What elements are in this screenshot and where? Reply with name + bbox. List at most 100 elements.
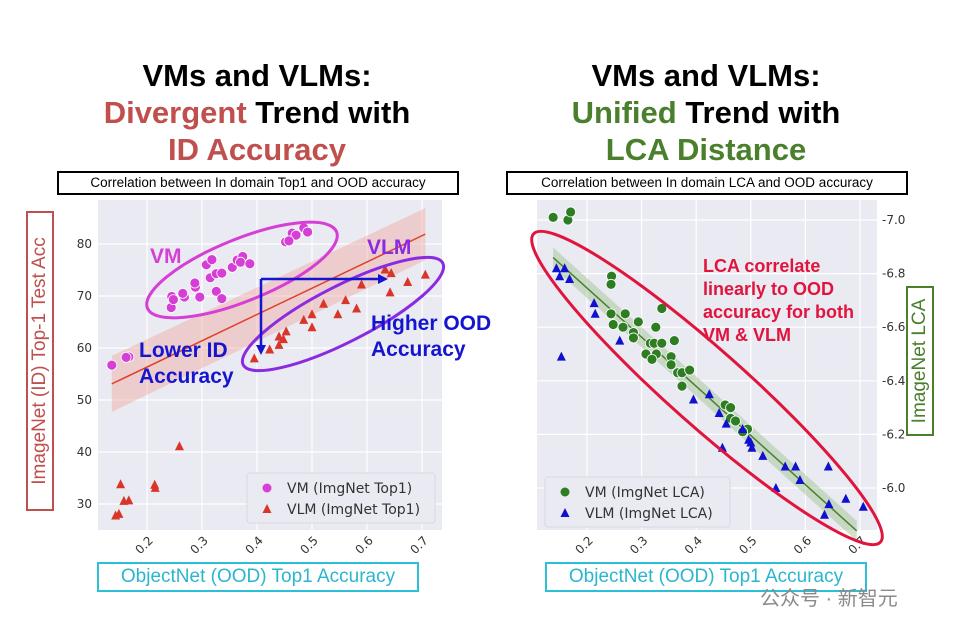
lower-id-accuracy-label: Accuracy	[139, 365, 234, 388]
left-vlm-point	[319, 298, 329, 308]
right-legend-label: VM (ImgNet LCA)	[585, 485, 705, 501]
higher-ood-accuracy-label: Higher OOD	[371, 312, 491, 335]
left-x-tick-label: 0.3	[187, 533, 210, 556]
left-vm-point	[120, 351, 132, 363]
right-vm-point	[547, 211, 559, 223]
right-y-tick-label: -6.4	[882, 374, 905, 388]
left-vlm-point	[281, 326, 291, 336]
vm-cluster-ellipse	[145, 220, 339, 320]
left-legend	[246, 472, 436, 524]
left-vm-point	[210, 285, 222, 297]
left-x-tick-label: 0.2	[132, 533, 155, 556]
lca-note-text: linearly to OOD	[703, 279, 834, 299]
left-vlm-point	[299, 314, 309, 324]
right-title-segment: VMs and VLMs:	[591, 58, 820, 93]
left-vlm-point	[150, 482, 160, 492]
right-vlm-point	[758, 450, 768, 460]
right-subtitle: Correlation between In domain LCA and OO…	[506, 171, 908, 195]
right-legend	[544, 476, 731, 528]
left-vlm-point	[278, 334, 288, 344]
right-x-tick-label: 0.2	[572, 533, 595, 556]
right-title-line: VMs and VLMs:	[591, 58, 820, 93]
right-y-tick-label: -6.8	[882, 267, 905, 281]
left-title-segment: Divergent	[104, 95, 247, 130]
left-vlm-point	[341, 295, 351, 305]
right-vlm-point	[858, 501, 868, 511]
left-vlm-point	[420, 269, 430, 279]
right-xlabel: ObjectNet (OOD) Top1 Accuracy	[545, 562, 867, 592]
correlation-ellipse	[530, 229, 884, 547]
arrow-head-right-icon	[378, 274, 388, 284]
right-regression-line	[552, 256, 858, 532]
right-vm-point	[628, 332, 639, 344]
vlm-label: VLM	[367, 236, 411, 259]
right-vm-point	[725, 402, 736, 414]
left-vlm-point	[307, 322, 317, 332]
right-vlm-point	[824, 499, 834, 509]
left-vlm-point	[274, 331, 284, 341]
left-vm-point	[235, 256, 246, 268]
left-regression-line	[111, 233, 426, 385]
left-vm-point	[302, 226, 314, 238]
right-vlm-point	[560, 263, 570, 273]
left-vlm-point	[386, 268, 396, 278]
right-y-tick-label: -6.0	[882, 481, 905, 495]
left-vlm-point	[333, 309, 343, 319]
left-vlm-point	[380, 264, 390, 274]
left-legend-circle-icon	[262, 483, 272, 493]
right-ylabel: ImageNet LCA	[906, 286, 934, 436]
right-vlm-point	[556, 351, 566, 361]
lca-note-text: VM & VLM	[703, 325, 791, 345]
left-subtitle: Correlation between In domain Top1 and O…	[57, 171, 459, 195]
right-vlm-point	[738, 424, 748, 434]
right-vm-point	[617, 321, 629, 333]
right-vm-point	[607, 319, 619, 330]
right-vlm-point	[791, 461, 801, 471]
right-vlm-point	[551, 263, 561, 273]
left-vlm-point	[274, 339, 284, 349]
lca-note-text: LCA correlate	[703, 256, 820, 276]
left-vm-point	[177, 287, 189, 299]
vlm-cluster-ellipse	[240, 255, 446, 373]
left-vlm-point	[174, 441, 184, 451]
right-vlm-point	[841, 493, 851, 503]
right-vm-point	[684, 364, 696, 376]
right-title-segment: Trend with	[677, 95, 841, 130]
right-vm-point	[650, 321, 662, 333]
right-legend-label: VLM (ImgNet LCA)	[585, 506, 713, 522]
right-vm-point	[565, 206, 577, 218]
left-vlm-point	[249, 353, 259, 363]
vm-label: VM	[150, 245, 182, 268]
right-vlm-point	[589, 298, 599, 308]
right-vlm-point	[688, 394, 698, 404]
left-vlm-point	[124, 495, 134, 505]
left-y-tick-label: 40	[77, 445, 92, 459]
right-vm-point	[665, 359, 677, 371]
left-vm-point	[216, 293, 228, 305]
right-x-tick-label: 0.5	[736, 533, 759, 556]
left-y-tick-label: 30	[77, 497, 92, 511]
left-title-line: VMs and VLMs:	[142, 58, 371, 93]
left-y-tick-label: 70	[77, 289, 92, 303]
right-x-tick-label: 0.6	[791, 533, 814, 556]
higher-ood-accuracy-label: Accuracy	[371, 338, 466, 361]
right-legend-triangle-icon	[560, 508, 570, 517]
left-vm-point	[106, 359, 118, 371]
left-title-segment: ID Accuracy	[168, 132, 347, 167]
left-title-segment: VMs and VLMs:	[142, 58, 371, 93]
right-title-line: LCA Distance	[606, 132, 806, 167]
right-vlm-point	[565, 273, 575, 283]
left-vlm-point	[357, 279, 366, 289]
right-y-tick-label: -7.0	[882, 213, 905, 227]
right-x-tick-label: 0.4	[682, 533, 705, 556]
left-y-tick-label: 60	[77, 341, 92, 355]
right-y-tick-label: -6.2	[882, 427, 905, 441]
left-vlm-point	[116, 479, 126, 489]
right-vlm-point	[555, 271, 565, 281]
left-vm-point	[244, 258, 256, 270]
blue-arrow	[259, 277, 380, 348]
left-vlm-point	[307, 309, 317, 319]
right-vlm-point	[747, 442, 757, 452]
left-ylabel: ImageNet (ID) Top-1 Test Acc	[26, 211, 54, 511]
